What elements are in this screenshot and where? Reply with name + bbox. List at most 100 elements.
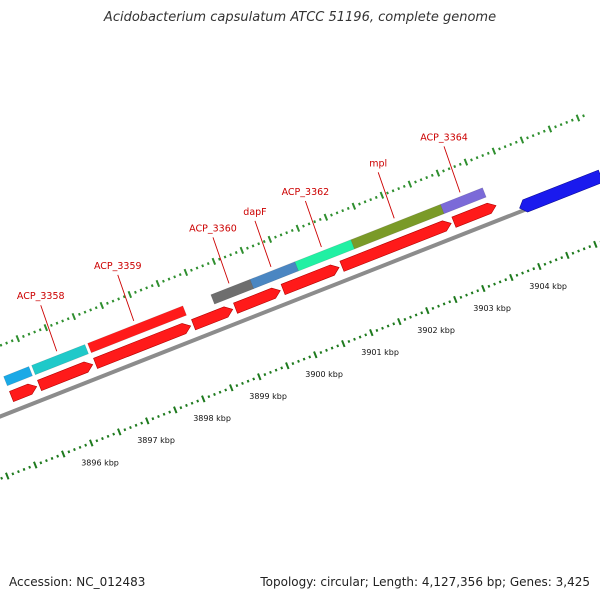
scale-label: 3899 kbp bbox=[249, 392, 287, 401]
upper-tick-mark bbox=[554, 125, 557, 129]
upper-tick-mark bbox=[127, 290, 133, 299]
lower-tick-mark bbox=[577, 249, 580, 253]
gene-track bbox=[3, 187, 487, 387]
lower-tick-mark bbox=[353, 337, 356, 341]
upper-tick-mark bbox=[351, 202, 357, 210]
gene-label: mpl bbox=[369, 158, 387, 169]
upper-tick-mark bbox=[442, 169, 445, 173]
lower-tick-mark bbox=[386, 324, 390, 328]
lower-tick-mark bbox=[162, 412, 166, 416]
upper-tick-mark bbox=[38, 328, 42, 332]
gene-label: ACP_3359 bbox=[94, 261, 142, 272]
upper-tick-mark bbox=[475, 156, 479, 160]
lower-tick-mark bbox=[190, 401, 194, 405]
upper-tick-mark bbox=[537, 131, 541, 135]
upper-tick-mark bbox=[155, 279, 161, 288]
upper-tick-mark bbox=[463, 158, 469, 166]
upper-tick-mark bbox=[15, 335, 21, 343]
upper-tick-mark bbox=[386, 191, 389, 195]
upper-tick-mark bbox=[531, 134, 535, 138]
lower-tick-mark bbox=[140, 421, 144, 425]
lower-tick-mark bbox=[409, 315, 412, 319]
upper-tick-mark bbox=[519, 136, 525, 144]
lower-tick-mark bbox=[151, 417, 155, 421]
scale-label: 3901 kbp bbox=[361, 348, 399, 357]
upper-tick-mark bbox=[481, 153, 485, 158]
lower-tick-mark bbox=[565, 251, 570, 260]
gene-labels: ACP_3358 ACP_3359 ACP_3360 dapF ACP_3362 mpl A… bbox=[17, 132, 468, 352]
upper-tick-mark bbox=[374, 195, 378, 199]
lower-tick-mark bbox=[297, 359, 300, 363]
lower-tick-mark bbox=[325, 348, 328, 352]
lower-tick-mark bbox=[397, 317, 402, 326]
upper-tick-mark bbox=[234, 251, 238, 255]
upper-tick-mark bbox=[239, 246, 245, 254]
lower-tick-mark bbox=[381, 326, 384, 330]
upper-tick-mark bbox=[414, 180, 417, 184]
scale-label: 3902 kbp bbox=[417, 326, 455, 335]
upper-tick-mark bbox=[122, 295, 126, 299]
lower-tick-mark bbox=[543, 262, 547, 266]
upper-tick-mark bbox=[145, 286, 149, 290]
upper-tick-mark bbox=[302, 224, 305, 228]
upper-tick-mark bbox=[397, 187, 401, 191]
lower-tick-mark bbox=[145, 417, 150, 425]
lower-tick-mark bbox=[235, 384, 239, 388]
upper-tick-mark bbox=[363, 200, 367, 204]
scale-label: 3896 kbp bbox=[81, 458, 119, 467]
backbone-line bbox=[0, 178, 600, 419]
upper-tick-mark bbox=[565, 120, 569, 124]
upper-tick-mark bbox=[134, 290, 137, 294]
lower-tick-mark bbox=[302, 357, 306, 361]
lower-tick-ring bbox=[0, 240, 600, 480]
lower-tick-mark bbox=[504, 278, 508, 282]
upper-tick-mark bbox=[290, 228, 294, 233]
upper-tick-mark bbox=[279, 233, 283, 237]
lower-tick-mark bbox=[89, 439, 94, 447]
upper-tick-mark bbox=[22, 334, 25, 338]
upper-tick-mark bbox=[430, 173, 434, 177]
upper-tick-mark bbox=[335, 211, 339, 215]
accession-text: Accession: NC_012483 bbox=[9, 575, 146, 589]
lower-tick-mark bbox=[168, 410, 172, 414]
gene-block bbox=[31, 344, 89, 376]
lower-tick-mark bbox=[319, 350, 323, 355]
gene-label-leader bbox=[377, 172, 395, 219]
scale-label: 3898 kbp bbox=[193, 414, 231, 423]
upper-tick-mark bbox=[575, 114, 581, 122]
lower-tick-mark bbox=[420, 311, 424, 315]
lower-tick-mark bbox=[554, 258, 558, 262]
lower-tick-mark bbox=[481, 284, 486, 293]
lower-tick-mark bbox=[364, 333, 368, 337]
lower-tick-mark bbox=[526, 269, 530, 273]
lower-tick-mark bbox=[5, 472, 10, 480]
map-title: Acidobacterium capsulatum ATCC 51196, co… bbox=[103, 10, 497, 25]
upper-tick-mark bbox=[503, 145, 507, 149]
cds-arrow bbox=[233, 287, 281, 314]
lower-tick-mark bbox=[173, 406, 178, 414]
lower-tick-mark bbox=[56, 454, 60, 458]
upper-tick-mark bbox=[178, 273, 182, 277]
lower-tick-mark bbox=[453, 295, 458, 304]
upper-tick-mark bbox=[27, 332, 31, 336]
upper-tick-mark bbox=[323, 213, 329, 221]
lower-tick-mark bbox=[28, 465, 32, 469]
gene-label-leader bbox=[212, 237, 230, 284]
upper-tick-mark bbox=[262, 240, 266, 244]
upper-tick-mark bbox=[341, 209, 345, 213]
upper-tick-mark bbox=[33, 330, 36, 334]
lower-tick-mark bbox=[22, 467, 26, 471]
upper-tick-mark bbox=[201, 264, 205, 268]
upper-tick-mark bbox=[139, 288, 143, 292]
upper-tick-mark bbox=[491, 147, 497, 155]
lower-tick-mark bbox=[73, 448, 76, 452]
lower-tick-mark bbox=[515, 273, 519, 277]
lower-tick-mark bbox=[593, 240, 598, 249]
gene-label: ACP_3358 bbox=[17, 291, 65, 302]
lower-tick-mark bbox=[229, 384, 234, 392]
upper-tick-mark bbox=[251, 244, 255, 248]
upper-tick-mark bbox=[89, 308, 93, 312]
lower-tick-mark bbox=[241, 381, 244, 385]
lower-tick-mark bbox=[33, 461, 38, 469]
